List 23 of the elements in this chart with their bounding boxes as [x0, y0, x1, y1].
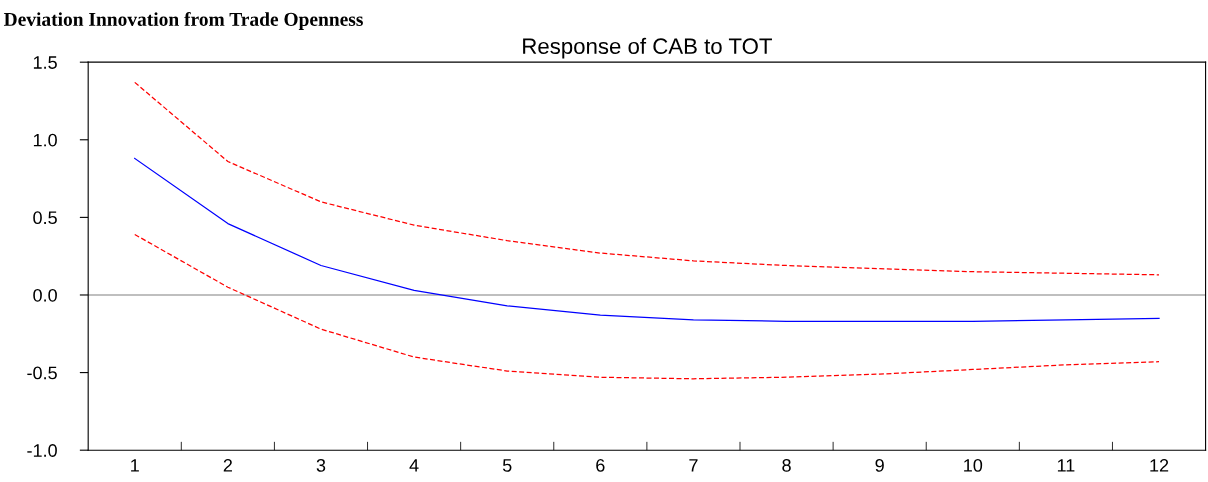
x-tick-label: 3	[316, 459, 326, 472]
x-tick-label: 5	[502, 459, 512, 472]
x-tick-label: 1	[131, 459, 139, 472]
x-tick-label: 10	[964, 459, 983, 472]
y-tick-label: 0.0	[33, 288, 57, 302]
text: Deviation Innovation from Trade Openness	[3, 12, 363, 30]
line-series	[134, 157, 1160, 322]
x-tick-label: 6	[596, 459, 605, 472]
x-tick-label: 12	[1150, 459, 1169, 472]
line-series	[134, 233, 1160, 380]
y-tick-label: 0.5	[33, 211, 57, 225]
y-tick-label: -0.5	[27, 366, 57, 380]
y-tick-label: 1.5	[33, 56, 57, 69]
x-tick-label: 11	[1057, 459, 1075, 472]
x-tick-label: 8	[782, 459, 791, 472]
x-tick-label: 9	[875, 459, 884, 472]
x-tick-label: 7	[689, 459, 698, 472]
x-tick-label: 4	[409, 459, 419, 472]
x-tick-label: 2	[223, 459, 232, 472]
y-tick-label: 1.0	[33, 133, 57, 147]
chart-title: Response of CAB to TOT	[523, 37, 772, 59]
line-series	[134, 81, 1160, 276]
y-tick-label: -1.0	[27, 444, 57, 457]
